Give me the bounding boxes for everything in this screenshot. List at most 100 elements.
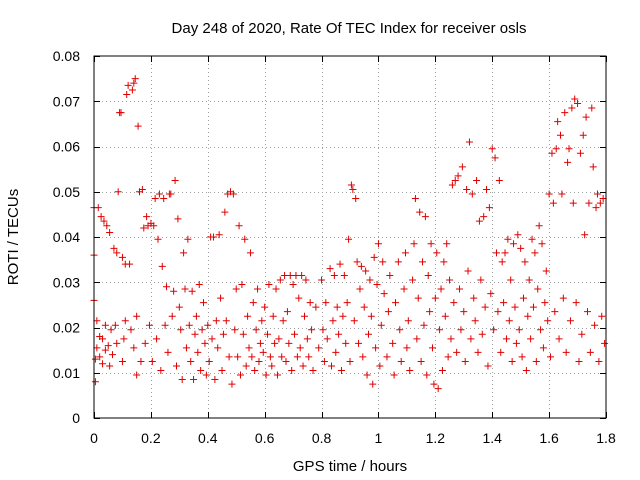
data-point [584, 308, 592, 316]
data-point [518, 353, 526, 361]
data-point [581, 231, 589, 239]
data-point [591, 321, 599, 329]
data-point [406, 366, 414, 374]
data-point [276, 276, 284, 284]
x-tick-label: 1 [375, 430, 383, 446]
data-point [251, 366, 259, 374]
data-point [127, 326, 135, 334]
data-point [498, 258, 506, 266]
data-point [373, 281, 381, 289]
data-point [485, 204, 493, 212]
data-point [262, 371, 270, 379]
data-point [386, 271, 394, 279]
data-point [238, 281, 246, 289]
data-point [106, 362, 114, 370]
data-point [410, 240, 418, 248]
data-point [167, 190, 175, 198]
data-point [241, 235, 249, 243]
data-point [121, 317, 129, 325]
data-point [376, 362, 384, 370]
data-point [164, 348, 172, 356]
data-point [548, 149, 556, 157]
data-point [168, 312, 176, 320]
data-point [319, 326, 327, 334]
data-point [561, 109, 569, 117]
data-point [423, 371, 431, 379]
data-point [138, 185, 146, 193]
data-point [495, 176, 503, 184]
data-point [336, 260, 344, 268]
data-point [305, 353, 313, 361]
data-point [107, 326, 115, 334]
data-point [232, 285, 240, 293]
data-point [532, 357, 540, 365]
data-point [94, 204, 102, 212]
data-point [209, 233, 217, 241]
data-point [529, 303, 537, 311]
data-point [360, 303, 368, 311]
data-point [217, 294, 225, 302]
data-point [491, 154, 499, 162]
data-point [431, 294, 439, 302]
data-point [404, 317, 412, 325]
data-point [108, 351, 116, 359]
data-point [599, 195, 607, 203]
data-point [175, 303, 183, 311]
data-point [271, 339, 279, 347]
data-point [326, 265, 334, 273]
data-point [456, 285, 464, 293]
data-point [596, 199, 604, 207]
data-point [374, 240, 382, 248]
data-point [258, 317, 266, 325]
data-point [396, 326, 404, 334]
data-point [575, 357, 583, 365]
data-point [394, 258, 402, 266]
data-point [256, 339, 264, 347]
data-point [99, 360, 107, 368]
data-point [504, 235, 512, 243]
data-point [130, 79, 138, 87]
data-point [157, 366, 165, 374]
data-point [187, 357, 195, 365]
data-point [487, 290, 495, 298]
data-point [446, 276, 454, 284]
data-point [542, 267, 550, 275]
data-point [184, 235, 192, 243]
data-point [320, 357, 328, 365]
data-point [133, 312, 141, 320]
data-point [170, 287, 178, 295]
data-point [255, 357, 263, 365]
data-point [345, 235, 353, 243]
chart-title: Day 248 of 2020, Rate Of TEC Index for r… [172, 20, 527, 37]
data-point [433, 249, 441, 257]
data-point [505, 317, 513, 325]
data-point [379, 258, 387, 266]
data-point [392, 299, 400, 307]
data-point [113, 339, 121, 347]
data-point [384, 308, 392, 316]
data-point [467, 335, 475, 343]
data-point [148, 357, 156, 365]
data-point [483, 185, 491, 193]
data-point [93, 317, 101, 325]
data-point [329, 317, 337, 325]
data-point [377, 321, 385, 329]
data-point [369, 380, 377, 388]
data-point [430, 380, 438, 388]
data-point [434, 385, 442, 393]
data-point [120, 335, 128, 343]
data-point [269, 312, 277, 320]
data-point [315, 344, 323, 352]
data-point [330, 271, 338, 279]
data-point [454, 172, 462, 180]
data-point [440, 258, 448, 266]
data-point [511, 303, 519, 311]
data-point [564, 158, 572, 166]
data-point [91, 355, 99, 363]
data-point [174, 215, 182, 223]
data-point [214, 344, 222, 352]
data-point [515, 326, 523, 334]
data-point [586, 348, 594, 356]
data-point [453, 348, 461, 356]
data-point [451, 176, 459, 184]
